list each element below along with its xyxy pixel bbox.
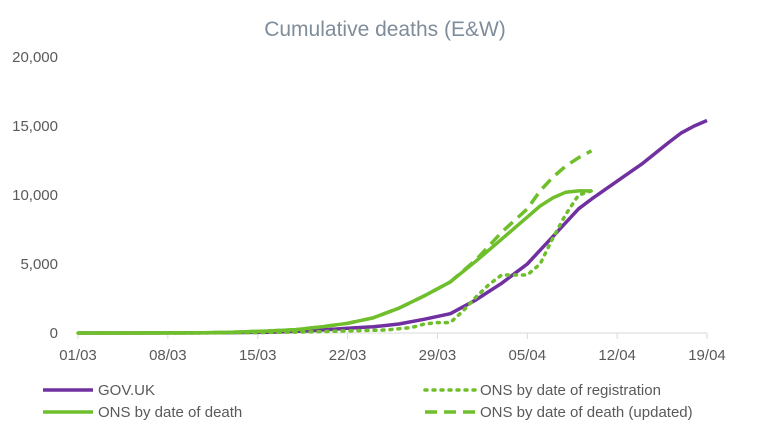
legend-label: ONS by date of death (updated) [480, 404, 693, 421]
series-line-2 [76, 189, 594, 335]
x-tick-label: 22/03 [329, 347, 367, 364]
x-tick-label: 08/03 [149, 347, 187, 364]
legend-label: ONS by date of registration [480, 382, 661, 399]
y-tick-label: 0 [50, 325, 58, 342]
y-axis-ticks: 0 5,000 10,000 15,000 20,000 [12, 49, 58, 342]
x-tick-label: 12/04 [598, 347, 636, 364]
legend-label: ONS by date of death [98, 404, 242, 421]
x-tick-label: 15/03 [239, 347, 277, 364]
y-tick-label: 15,000 [12, 118, 58, 135]
series-line-1 [77, 118, 708, 335]
y-tick-label: 5,000 [20, 256, 58, 273]
y-tick-label: 10,000 [12, 187, 58, 204]
chart-title: Cumulative deaths (E&W) [264, 18, 506, 41]
x-tick-label: 29/03 [419, 347, 457, 364]
series-line-4 [77, 149, 593, 335]
y-tick-label: 20,000 [12, 49, 58, 66]
legend: GOV.UK ONS by date of registration ONS by … [43, 382, 693, 421]
x-tick-label: 01/03 [59, 347, 97, 364]
chart-series [76, 118, 708, 335]
x-tick-label: 05/04 [509, 347, 547, 364]
series-line-3 [77, 189, 592, 335]
legend-label: GOV.UK [98, 382, 155, 399]
x-axis: 01/03 08/03 15/03 22/03 29/03 05/04 12/04 19/04 [59, 332, 726, 364]
x-tick-label: 19/04 [688, 347, 726, 364]
